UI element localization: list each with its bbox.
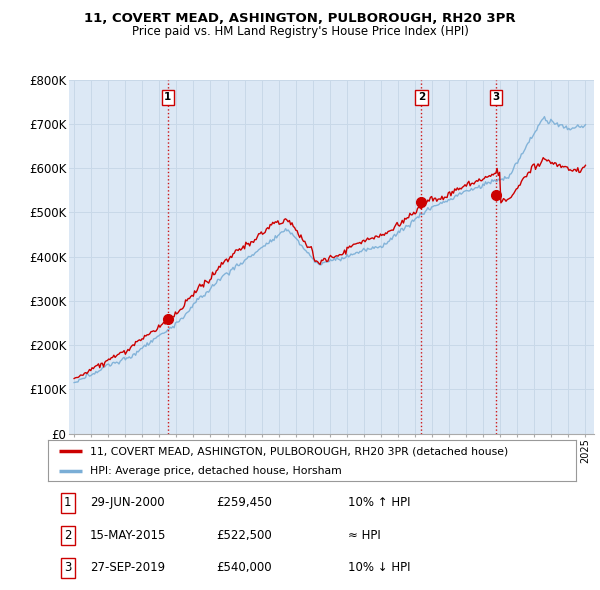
Text: 10% ↓ HPI: 10% ↓ HPI: [348, 561, 410, 575]
Text: 10% ↑ HPI: 10% ↑ HPI: [348, 496, 410, 510]
Text: £522,500: £522,500: [216, 529, 272, 542]
Text: 2: 2: [64, 529, 71, 542]
Text: £540,000: £540,000: [216, 561, 272, 575]
Text: Price paid vs. HM Land Registry's House Price Index (HPI): Price paid vs. HM Land Registry's House …: [131, 25, 469, 38]
Text: 3: 3: [64, 561, 71, 575]
Text: 3: 3: [492, 93, 499, 102]
Text: £259,450: £259,450: [216, 496, 272, 510]
Text: 2: 2: [418, 93, 425, 102]
Text: 1: 1: [64, 496, 71, 510]
Text: 27-SEP-2019: 27-SEP-2019: [90, 561, 165, 575]
Text: 11, COVERT MEAD, ASHINGTON, PULBOROUGH, RH20 3PR (detached house): 11, COVERT MEAD, ASHINGTON, PULBOROUGH, …: [90, 446, 508, 456]
Text: HPI: Average price, detached house, Horsham: HPI: Average price, detached house, Hors…: [90, 466, 342, 476]
Text: 1: 1: [164, 93, 172, 102]
Text: 11, COVERT MEAD, ASHINGTON, PULBOROUGH, RH20 3PR: 11, COVERT MEAD, ASHINGTON, PULBOROUGH, …: [84, 12, 516, 25]
Text: 29-JUN-2000: 29-JUN-2000: [90, 496, 164, 510]
Text: ≈ HPI: ≈ HPI: [348, 529, 381, 542]
Text: 15-MAY-2015: 15-MAY-2015: [90, 529, 166, 542]
